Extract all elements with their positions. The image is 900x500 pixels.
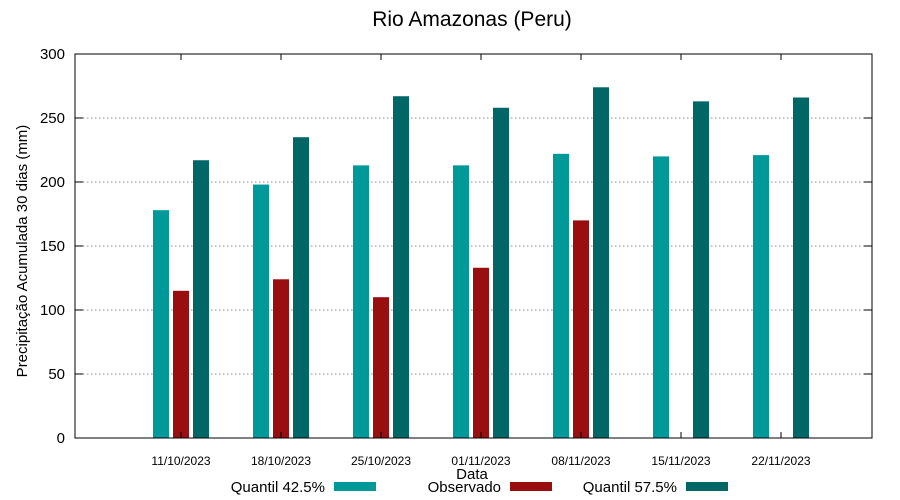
y-tick-label: 250: [40, 110, 65, 127]
bar-observado-4: [573, 220, 589, 438]
x-axis-label: Data: [456, 466, 488, 483]
bar-quantil-57-5--4: [593, 87, 609, 438]
bar-observado-2: [373, 297, 389, 438]
bar-quantil-42-5--3: [453, 165, 469, 439]
bar-quantil-42-5--6: [753, 155, 769, 438]
x-axis: 11/10/2023 18/10/2023 25/10/2023 01/11/2023…: [151, 54, 811, 468]
bar-observado-0: [173, 290, 189, 438]
x-tick-label: 08/11/2023: [551, 454, 610, 468]
legend-label: Quantil 57.5%: [583, 479, 677, 496]
x-tick-label: 15/11/2023: [651, 454, 710, 468]
bar-observado-1: [273, 279, 289, 438]
x-tick-label: 22/11/2023: [751, 454, 810, 468]
legend-swatch: [686, 482, 728, 491]
x-tick-label: 11/10/2023: [151, 454, 210, 468]
y-tick-label: 300: [40, 46, 65, 63]
y-axis-label: Precipitação Acumulada 30 dias (mm): [14, 125, 31, 378]
bar-quantil-42-5--0: [153, 210, 169, 438]
x-tick-label: 25/10/2023: [351, 454, 411, 468]
legend-swatch: [510, 482, 552, 491]
y-tick-label: 50: [48, 366, 65, 383]
legend-item-quantil-42-5-: Quantil 42.5%: [231, 479, 376, 496]
bar-quantil-57-5--3: [493, 107, 509, 438]
bar-quantil-57-5--5: [693, 101, 709, 439]
bar-quantil-57-5--2: [393, 96, 409, 439]
y-tick-label: 100: [40, 302, 65, 319]
legend: Quantil 42.5% Observado Quantil 57.5%: [231, 479, 728, 496]
legend-label: Observado: [428, 479, 501, 496]
bar-quantil-57-5--1: [293, 137, 309, 438]
bar-layer: [153, 87, 809, 439]
y-tick-label: 150: [40, 238, 65, 255]
x-tick-label: 18/10/2023: [251, 454, 311, 468]
y-tick-label: 0: [57, 430, 65, 447]
y-axis: 0 50 100 150 200 250 300: [40, 46, 872, 447]
bar-quantil-57-5--6: [793, 97, 809, 439]
y-tick-label: 200: [40, 174, 65, 191]
legend-item-quantil-57-5-: Quantil 57.5%: [583, 479, 728, 496]
legend-label: Quantil 42.5%: [231, 479, 325, 496]
legend-item-observado: Observado: [428, 479, 552, 496]
bar-quantil-42-5--5: [653, 156, 669, 438]
bar-quantil-57-5--0: [193, 160, 209, 439]
bar-quantil-42-5--4: [553, 153, 569, 438]
bar-quantil-42-5--2: [353, 165, 369, 439]
x-tick-label: 01/11/2023: [451, 454, 510, 468]
bar-quantil-42-5--1: [253, 184, 269, 438]
bar-observado-3: [473, 267, 489, 438]
legend-swatch: [334, 482, 376, 491]
chart-title: Rio Amazonas (Peru): [372, 8, 572, 31]
